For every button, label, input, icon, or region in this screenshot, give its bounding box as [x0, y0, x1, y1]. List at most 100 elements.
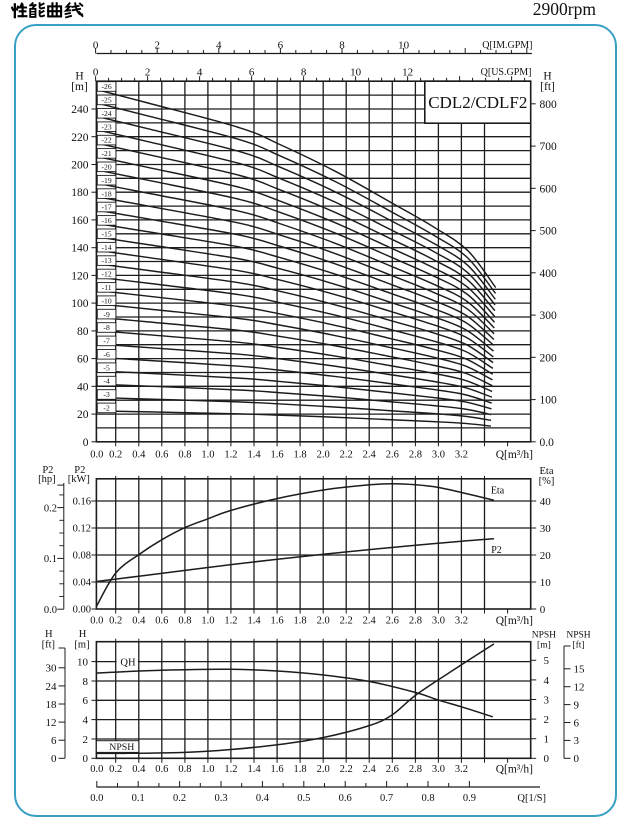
svg-text:3.2: 3.2 [455, 450, 468, 461]
svg-text:3: 3 [574, 735, 580, 747]
svg-text:-22: -22 [102, 136, 112, 145]
svg-text:4: 4 [216, 39, 222, 51]
svg-text:2.2: 2.2 [340, 450, 353, 461]
svg-text:-4: -4 [103, 377, 110, 386]
svg-text:30: 30 [46, 663, 58, 675]
svg-text:-19: -19 [102, 176, 112, 185]
svg-text:10: 10 [398, 39, 410, 51]
svg-text:3.2: 3.2 [455, 616, 468, 627]
svg-text:-21: -21 [102, 149, 112, 158]
svg-text:P2: P2 [42, 465, 53, 476]
svg-text:1: 1 [544, 734, 550, 746]
svg-text:500: 500 [540, 226, 558, 238]
svg-text:0.2: 0.2 [44, 503, 57, 514]
svg-text:0.00: 0.00 [73, 605, 91, 616]
svg-text:-11: -11 [102, 283, 112, 292]
svg-text:2: 2 [544, 714, 550, 726]
svg-text:6: 6 [278, 39, 284, 51]
svg-text:3: 3 [544, 694, 550, 706]
svg-text:80: 80 [77, 326, 89, 338]
svg-text:2.0: 2.0 [317, 616, 330, 627]
svg-text:-25: -25 [102, 96, 112, 105]
svg-text:CDL2/CDLF2: CDL2/CDLF2 [428, 93, 527, 112]
svg-text:12: 12 [574, 682, 585, 694]
svg-text:12: 12 [46, 717, 57, 729]
svg-text:Q[IM.GPM]: Q[IM.GPM] [482, 40, 532, 51]
svg-text:20: 20 [77, 409, 89, 421]
svg-text:8: 8 [301, 66, 307, 78]
svg-text:2.0: 2.0 [317, 450, 330, 461]
svg-text:-20: -20 [102, 163, 112, 172]
svg-text:3.0: 3.0 [432, 764, 445, 775]
svg-text:0.0: 0.0 [90, 764, 103, 775]
svg-text:-14: -14 [102, 243, 112, 252]
svg-text:0.0: 0.0 [90, 450, 103, 461]
svg-text:0.4: 0.4 [132, 764, 146, 775]
svg-text:1.8: 1.8 [294, 450, 307, 461]
svg-text:1.2: 1.2 [224, 616, 237, 627]
svg-text:[kW]: [kW] [68, 474, 90, 485]
svg-text:[ft]: [ft] [42, 640, 55, 651]
svg-text:0: 0 [93, 66, 99, 78]
svg-text:2.8: 2.8 [409, 450, 422, 461]
svg-text:1.4: 1.4 [247, 450, 261, 461]
svg-text:0.1: 0.1 [44, 554, 57, 565]
svg-text:-16: -16 [102, 216, 112, 225]
svg-text:0.12: 0.12 [73, 524, 91, 535]
svg-text:10: 10 [350, 66, 362, 78]
svg-text:6: 6 [574, 717, 580, 729]
svg-text:10: 10 [77, 657, 89, 669]
svg-text:-8: -8 [103, 323, 110, 332]
svg-text:1.8: 1.8 [294, 616, 307, 627]
svg-text:0: 0 [540, 604, 546, 616]
svg-text:1.8: 1.8 [294, 764, 307, 775]
svg-text:-7: -7 [103, 337, 110, 346]
svg-text:2.4: 2.4 [363, 450, 377, 461]
svg-text:40: 40 [77, 381, 89, 393]
svg-text:120: 120 [71, 270, 89, 282]
svg-text:1.0: 1.0 [201, 450, 214, 461]
svg-text:4: 4 [544, 675, 550, 687]
svg-text:0.0: 0.0 [540, 437, 555, 449]
svg-text:Q[1/S]: Q[1/S] [517, 793, 546, 804]
svg-text:2.6: 2.6 [386, 764, 399, 775]
svg-text:NPSH: NPSH [109, 742, 134, 753]
svg-text:0.7: 0.7 [380, 793, 393, 804]
svg-text:Eta: Eta [540, 466, 554, 477]
svg-text:300: 300 [540, 310, 558, 322]
svg-text:2.6: 2.6 [386, 616, 399, 627]
svg-text:6: 6 [249, 66, 255, 78]
svg-text:-9: -9 [103, 310, 110, 319]
svg-text:10: 10 [540, 577, 552, 589]
svg-text:700: 700 [540, 141, 558, 153]
svg-text:0.2: 0.2 [109, 616, 122, 627]
svg-text:0.8: 0.8 [421, 793, 434, 804]
svg-text:4: 4 [197, 66, 203, 78]
svg-text:Q[US.GPM]: Q[US.GPM] [481, 67, 532, 78]
svg-text:[ft]: [ft] [540, 81, 555, 93]
svg-text:0.8: 0.8 [178, 450, 191, 461]
svg-text:-18: -18 [102, 189, 112, 198]
svg-text:0.08: 0.08 [73, 551, 91, 562]
svg-text:1.0: 1.0 [201, 616, 214, 627]
svg-text:220: 220 [71, 132, 89, 144]
svg-text:240: 240 [71, 104, 89, 116]
svg-text:12: 12 [402, 66, 413, 78]
svg-text:[m]: [m] [74, 640, 89, 651]
svg-text:100: 100 [540, 395, 558, 407]
svg-text:200: 200 [71, 160, 89, 172]
svg-text:0: 0 [83, 753, 89, 765]
svg-text:0.8: 0.8 [178, 764, 191, 775]
svg-text:0.9: 0.9 [463, 793, 476, 804]
svg-text:1.6: 1.6 [271, 616, 284, 627]
svg-text:0.1: 0.1 [132, 793, 145, 804]
svg-text:0.4: 0.4 [132, 450, 146, 461]
svg-text:3.0: 3.0 [432, 616, 445, 627]
svg-text:NPSH: NPSH [566, 631, 590, 641]
svg-text:-10: -10 [102, 296, 112, 305]
svg-text:Eta: Eta [491, 485, 505, 496]
svg-text:Q[m³/h]: Q[m³/h] [496, 763, 533, 775]
svg-text:-23: -23 [102, 122, 112, 131]
svg-text:20: 20 [540, 550, 552, 562]
svg-text:0.16: 0.16 [73, 497, 91, 508]
